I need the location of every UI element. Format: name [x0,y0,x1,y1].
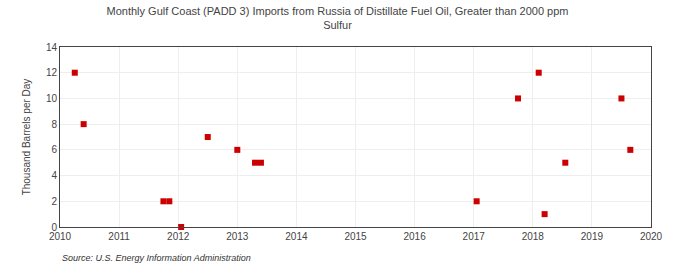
svg-text:6: 6 [51,144,57,155]
svg-text:2018: 2018 [522,231,545,242]
svg-text:12: 12 [46,67,58,78]
svg-text:2013: 2013 [226,231,249,242]
svg-text:2020: 2020 [640,231,663,242]
svg-text:Source: U.S. Energy Informatio: Source: U.S. Energy Information Administ… [62,253,251,263]
svg-text:2016: 2016 [403,231,426,242]
svg-text:2010: 2010 [49,231,72,242]
svg-text:8: 8 [51,119,57,130]
svg-text:0: 0 [51,222,57,233]
svg-text:2014: 2014 [285,231,308,242]
svg-text:Thousand Barrels per Day: Thousand Barrels per Day [21,79,32,196]
svg-text:2015: 2015 [344,231,367,242]
svg-text:10: 10 [46,93,58,104]
svg-text:2017: 2017 [463,231,486,242]
svg-text:4: 4 [51,170,57,181]
svg-text:2: 2 [51,196,57,207]
svg-text:2019: 2019 [581,231,604,242]
svg-text:2012: 2012 [167,231,190,242]
svg-text:2011: 2011 [108,231,130,242]
svg-text:14: 14 [46,42,58,53]
svg-text:Monthly Gulf Coast (PADD 3) Im: Monthly Gulf Coast (PADD 3) Imports from… [107,5,569,31]
